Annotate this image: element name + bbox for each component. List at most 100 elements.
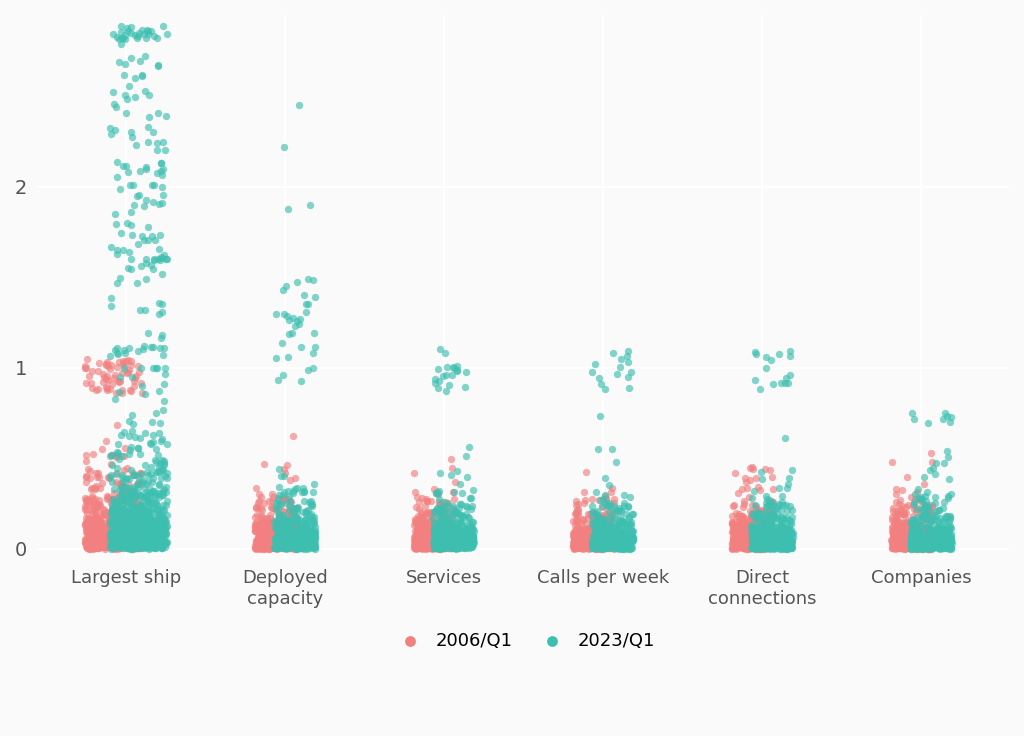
Point (588, 535, 604, 547)
Point (461, 534, 477, 546)
Point (123, 537, 139, 549)
Point (270, 503, 287, 515)
Point (127, 539, 143, 551)
Point (281, 503, 297, 515)
Point (901, 534, 918, 546)
Point (248, 535, 264, 547)
Point (110, 537, 126, 548)
Point (755, 526, 771, 537)
Point (120, 516, 136, 528)
Point (436, 526, 453, 538)
Point (119, 526, 135, 538)
Point (85, 448, 101, 460)
Point (904, 529, 921, 541)
Point (909, 532, 926, 544)
Point (893, 521, 909, 533)
Point (615, 540, 632, 552)
Point (942, 523, 958, 534)
Point (413, 532, 429, 544)
Point (429, 541, 445, 553)
Point (592, 540, 608, 552)
Point (465, 531, 481, 543)
Point (765, 518, 781, 530)
Point (415, 526, 431, 538)
Point (929, 523, 945, 535)
Point (763, 532, 779, 544)
Point (125, 523, 141, 535)
Point (134, 70, 151, 82)
Point (569, 537, 586, 548)
Point (780, 534, 797, 546)
Point (752, 521, 768, 533)
Point (735, 542, 752, 553)
Point (155, 505, 171, 517)
Point (126, 529, 142, 541)
Point (258, 530, 274, 542)
Point (895, 540, 911, 552)
Point (465, 539, 481, 551)
Point (114, 539, 130, 551)
Point (769, 502, 785, 514)
Point (915, 542, 932, 554)
Point (433, 541, 450, 553)
Point (930, 542, 946, 554)
Point (584, 537, 600, 548)
Point (897, 537, 913, 549)
Point (293, 542, 309, 553)
Point (253, 533, 269, 545)
Point (305, 531, 322, 542)
Point (96, 508, 113, 520)
Point (891, 498, 907, 510)
Point (904, 537, 921, 548)
Point (111, 526, 127, 537)
Point (78, 537, 94, 548)
Point (729, 536, 745, 548)
Point (151, 523, 167, 534)
Point (120, 507, 136, 519)
Point (280, 485, 296, 497)
Point (272, 521, 289, 533)
Point (296, 537, 312, 548)
Point (275, 536, 292, 548)
Point (595, 541, 611, 553)
Point (303, 515, 319, 527)
Point (773, 515, 790, 527)
Point (605, 508, 622, 520)
Point (283, 526, 299, 538)
Point (262, 509, 279, 520)
Point (922, 464, 938, 476)
Point (465, 531, 481, 542)
Point (262, 531, 279, 542)
Point (139, 505, 156, 517)
Point (77, 537, 93, 548)
Point (434, 503, 451, 515)
Point (609, 369, 626, 381)
Point (303, 500, 319, 512)
Point (744, 538, 761, 550)
Point (147, 542, 164, 554)
Point (298, 542, 314, 554)
Point (291, 529, 307, 541)
Point (756, 542, 772, 554)
Point (153, 503, 169, 515)
Point (585, 542, 601, 554)
Point (114, 384, 130, 396)
Point (411, 538, 427, 550)
Point (597, 534, 613, 545)
Point (745, 538, 762, 550)
Point (749, 535, 765, 547)
Point (146, 485, 163, 497)
Point (111, 478, 127, 489)
Point (452, 534, 468, 545)
Point (614, 540, 631, 552)
Point (303, 495, 319, 507)
Point (773, 532, 790, 544)
Point (738, 476, 755, 488)
Point (613, 538, 630, 550)
Point (595, 492, 611, 504)
Point (916, 536, 933, 548)
Point (740, 538, 757, 550)
Point (612, 536, 629, 548)
Point (412, 533, 428, 545)
Point (907, 539, 924, 551)
